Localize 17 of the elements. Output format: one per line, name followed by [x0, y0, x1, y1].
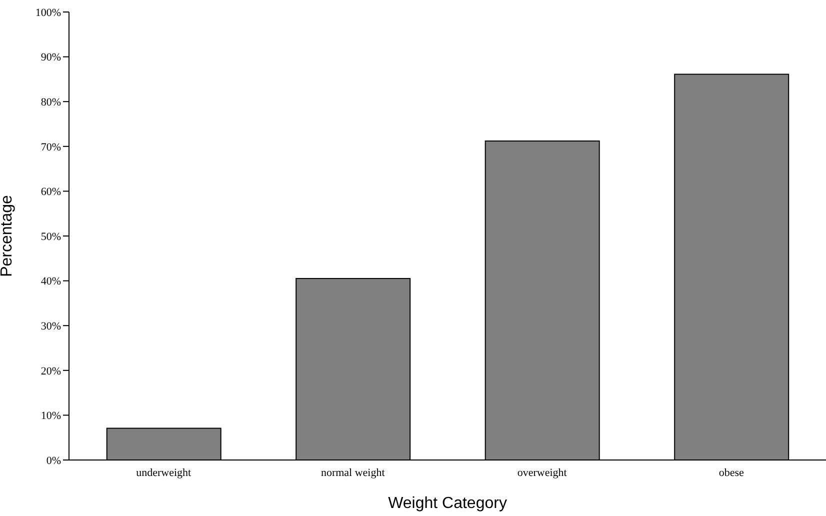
x-tick-label: normal weight — [320, 466, 385, 479]
x-tick-label: overweight — [517, 466, 567, 479]
y-tick-label: 60% — [40, 186, 61, 198]
y-tick-label: 70% — [40, 141, 61, 154]
y-tick-label: 100% — [35, 6, 61, 19]
y-tick-label: 30% — [40, 320, 61, 333]
y-tick-label: 20% — [40, 365, 61, 378]
x-tick-label: underweight — [136, 466, 192, 479]
y-tick-label: 80% — [40, 96, 61, 109]
y-tick-label: 40% — [40, 276, 61, 288]
x-tick-label: obese — [718, 466, 744, 479]
y-tick-label: 90% — [40, 52, 61, 64]
y-tick-label: 0% — [46, 454, 61, 467]
x-axis-title: Weight Category — [388, 495, 507, 512]
y-axis-title: Percentage — [0, 194, 16, 277]
y-tick-label: 50% — [40, 230, 61, 243]
y-tick-label: 10% — [40, 410, 61, 422]
